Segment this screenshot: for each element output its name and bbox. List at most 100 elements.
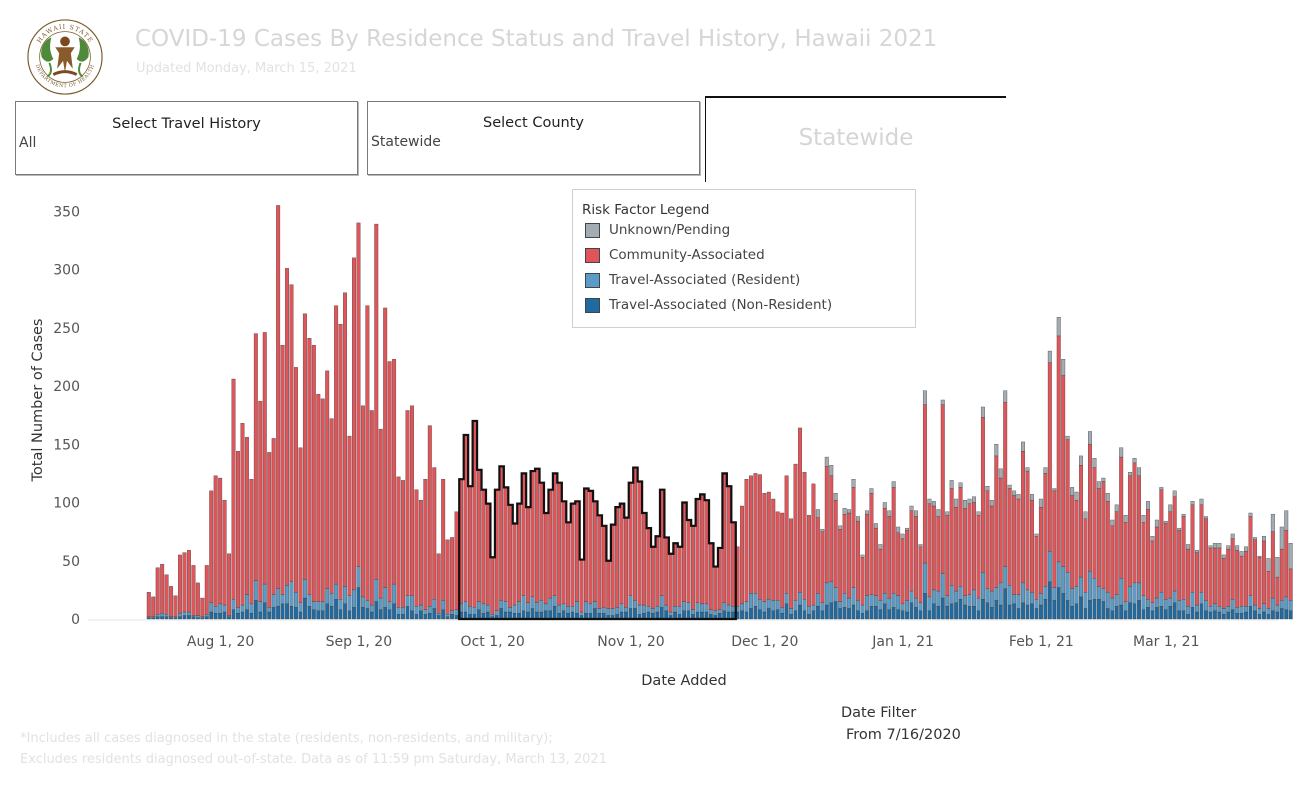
bar-segment [396,607,401,615]
legend-item-community[interactable]: Community-Associated [585,246,765,264]
bar-segment [436,615,441,620]
date-filter-value[interactable]: From 7/16/2020 [846,727,961,743]
bar-segment [878,548,883,601]
bar-segment [989,590,994,608]
bar-segment [423,614,428,620]
bar-segment [864,610,869,620]
bar-segment [588,490,593,605]
bar-segment [454,511,459,610]
bar-segment [418,499,423,606]
county-filter[interactable]: Select County Statewide [367,101,700,175]
bar-segment [285,585,290,605]
bar-segment [374,601,379,620]
bar-segment [378,609,383,620]
bar-segment [967,594,972,607]
bar-segment [1079,465,1083,578]
bar-segment [1083,608,1088,620]
bar-segment [664,537,669,606]
bar-segment [1217,547,1222,607]
bar-segment [1056,587,1061,620]
bar-segment [931,501,936,507]
bar-segment [441,479,446,601]
travel-history-filter-value[interactable]: All [19,135,37,151]
bar-segment [1065,572,1070,601]
bar-segment [1275,604,1280,613]
bar-segment [1288,600,1293,612]
y-tick-label: 50 [62,554,80,570]
bar-segment [1065,435,1070,440]
bar-segment [713,566,718,612]
bar-segment [677,546,682,607]
bar-segment [650,546,655,609]
y-tick-label: 250 [53,321,80,337]
bar-segment [418,604,423,612]
bar-segment [1186,614,1191,620]
bar-segment [271,607,276,620]
highlight-outline [458,419,737,621]
bar-segment [757,474,762,600]
bar-segment [793,600,798,612]
bar-segment [1172,490,1177,497]
bar-segment [476,601,481,610]
bar-segment [1007,604,1012,620]
bar-segment [887,516,892,599]
bar-segment [244,437,249,595]
bar-segment [976,515,981,599]
bar-segment [954,590,959,603]
county-filter-value[interactable]: Statewide [371,134,441,150]
bar-segment [387,601,392,610]
bar-segment [909,590,914,603]
bar-segment [512,604,517,614]
bar-segment [753,473,758,594]
bar-segment [169,586,174,617]
bar-segment [1141,595,1146,610]
bar-segment [1047,362,1052,552]
bar-segment [1172,496,1177,592]
bar-segment [936,509,941,517]
legend-item-travel-resident[interactable]: Travel-Associated (Resident) [585,271,800,289]
bar-segment [1137,582,1141,601]
bar-segment [699,494,704,605]
bar-segment [1235,550,1240,608]
bar-segment [945,515,950,596]
bar-segment [249,603,254,614]
bar-segment [1163,609,1168,620]
bar-segment [566,606,571,614]
bar-segment [1163,520,1168,524]
bar-segment [463,601,468,613]
bar-segment [534,468,539,603]
county-map-panel[interactable] [705,96,1006,182]
bar-segment [325,603,330,620]
bar-segment [766,608,771,620]
bar-segment [1266,608,1271,615]
travel-history-filter[interactable]: Select Travel History All [15,101,358,175]
bar-segment [396,614,401,620]
bar-segment [1279,600,1284,609]
bar-segment [543,512,548,605]
bar-segment [851,587,856,606]
bar-segment [1096,481,1101,489]
bar-segment [1195,550,1199,553]
bar-segment [980,599,985,620]
bar-segment [499,608,504,620]
bar-segment [847,509,852,514]
bar-segment [1279,526,1284,550]
bar-segment [1266,558,1271,572]
bar-segment [427,606,432,614]
legend-item-travel-nonresident[interactable]: Travel-Associated (Non-Resident) [585,296,832,314]
bar-segment [922,562,927,594]
bar-segment [1253,539,1257,606]
bar-segment [985,486,990,492]
bar-segment [1248,606,1253,620]
bar-segment [864,595,869,612]
bar-segment [731,606,736,613]
bar-segment [798,592,802,606]
legend-item-unknown[interactable]: Unknown/Pending [585,221,730,239]
bar-segment [1074,499,1079,587]
bar-segment [829,475,834,582]
footnote-line-1: *Includes all cases diagnosed in the sta… [20,731,553,746]
bar-segment [998,604,1003,620]
bar-segment [182,552,187,613]
bar-segment [1239,613,1244,620]
bar-segment [1177,527,1182,531]
